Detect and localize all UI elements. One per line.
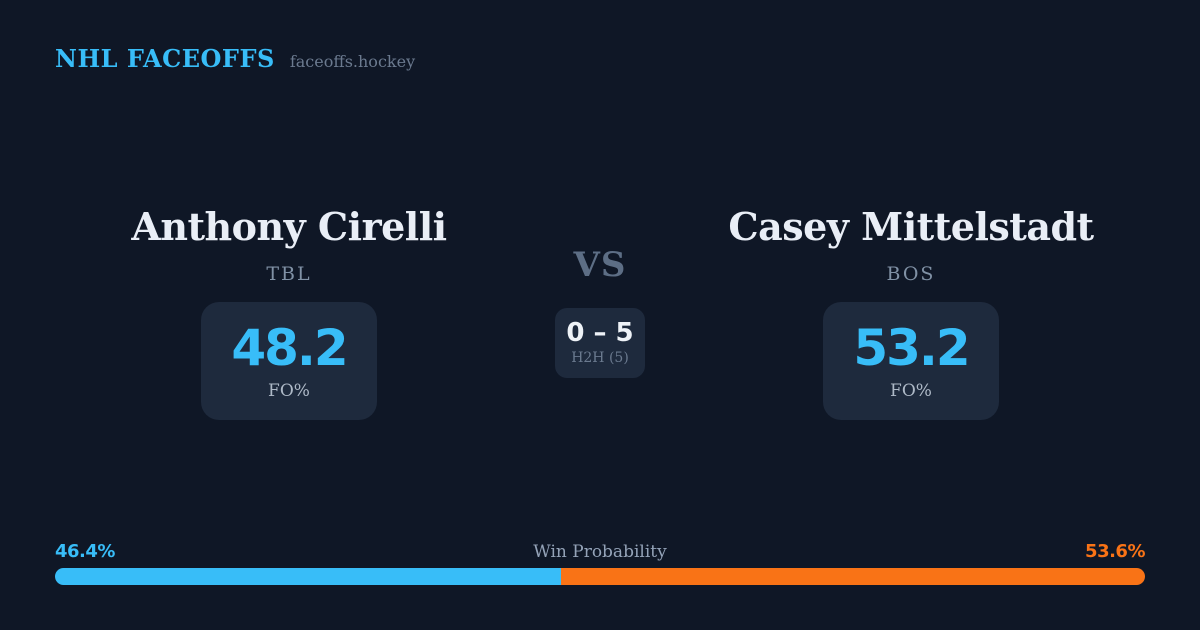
faceoff-pct-label-left: FO% [268, 380, 310, 401]
win-probability-bar-left-segment [55, 568, 561, 585]
header: NHL FACEOFFS faceoffs.hockey [55, 44, 415, 73]
brand-title: NHL FACEOFFS [55, 44, 275, 73]
site-domain: faceoffs.hockey [289, 52, 416, 71]
vs-label: VS [573, 245, 627, 285]
win-probability-title: Win Probability [533, 542, 667, 562]
win-probability-bar [55, 568, 1145, 585]
h2h-label: H2H (5) [571, 350, 629, 366]
faceoff-pct-value-right: 53.2 [853, 318, 970, 377]
faceoff-pct-value-left: 48.2 [231, 318, 348, 377]
player-panel-right: Casey Mittelstadt BOS 53.2 FO% [661, 203, 1161, 420]
versus-panel: VS 0 – 5 H2H (5) [500, 245, 700, 378]
h2h-record: 0 – 5 [566, 318, 634, 348]
faceoff-stat-card-left: 48.2 FO% [201, 302, 377, 420]
win-probability-pct-right: 53.6% [1085, 541, 1145, 562]
win-probability-pct-left: 46.4% [55, 541, 115, 562]
win-probability-bar-right-segment [560, 568, 1145, 585]
win-probability-labels: 46.4% Win Probability 53.6% [55, 541, 1145, 563]
player-team-left: TBL [266, 263, 312, 285]
player-name-right: Casey Mittelstadt [728, 204, 1094, 249]
faceoff-stat-card-right: 53.2 FO% [823, 302, 999, 420]
player-panel-left: Anthony Cirelli TBL 48.2 FO% [39, 203, 539, 420]
player-team-right: BOS [886, 263, 936, 285]
player-name-left: Anthony Cirelli [131, 204, 447, 249]
head-to-head-card: 0 – 5 H2H (5) [555, 308, 645, 378]
faceoff-pct-label-right: FO% [890, 380, 932, 401]
